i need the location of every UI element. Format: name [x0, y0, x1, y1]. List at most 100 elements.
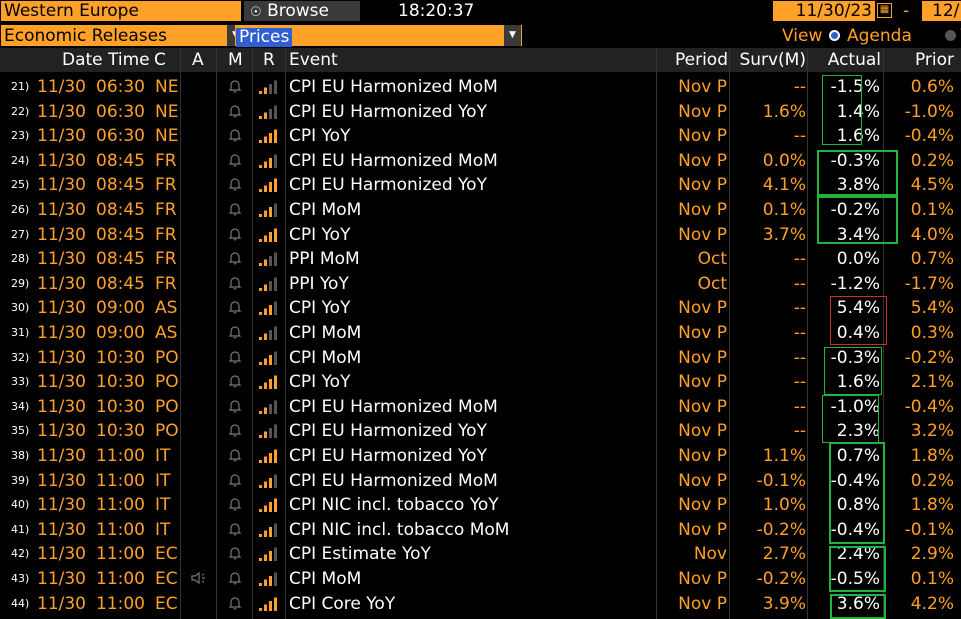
event-name[interactable]: CPI EU Harmonized MoM [289, 151, 498, 171]
row-number[interactable]: 35) [11, 424, 30, 437]
bell-icon[interactable] [228, 473, 242, 487]
col-alert[interactable]: A [192, 50, 204, 70]
col-survey[interactable]: Surv(M) [739, 50, 806, 70]
table-row[interactable]: 30) 11/30 09:00 AS CPI YoY Nov P -- 5.4% 5.4% [0, 295, 961, 319]
event-name[interactable]: CPI EU Harmonized YoY [289, 421, 487, 441]
event-name[interactable]: CPI EU Harmonized YoY [289, 175, 487, 195]
row-number[interactable]: 29) [11, 277, 30, 290]
event-name[interactable]: CPI MoM [289, 200, 362, 220]
bell-icon[interactable] [228, 423, 242, 437]
bell-icon[interactable] [228, 300, 242, 314]
event-name[interactable]: CPI MoM [289, 569, 362, 589]
table-row[interactable]: 25) 11/30 08:45 FR CPI EU Harmonized YoY Nov … [0, 172, 961, 196]
bell-icon[interactable] [228, 153, 242, 167]
event-name[interactable]: CPI YoY [289, 126, 351, 146]
weekly-radio[interactable] [945, 30, 956, 41]
table-row[interactable]: 35) 11/30 10:30 PO CPI EU Harmonized YoY Nov … [0, 418, 961, 442]
table-row[interactable]: 23) 11/30 06:30 NE CPI YoY Nov P -- 1.6% -0.4% [0, 123, 961, 147]
table-row[interactable]: 40) 11/30 11:00 IT CPI NIC incl. tobacco YoY… [0, 492, 961, 516]
row-number[interactable]: 33) [11, 375, 30, 388]
col-datetime[interactable]: Date Time [62, 50, 150, 70]
event-name[interactable]: CPI MoM [289, 348, 362, 368]
event-name[interactable]: CPI EU Harmonized MoM [289, 471, 498, 491]
event-name[interactable]: CPI YoY [289, 372, 351, 392]
bell-icon[interactable] [228, 251, 242, 265]
bell-icon[interactable] [228, 571, 242, 585]
bell-icon[interactable] [228, 227, 242, 241]
row-number[interactable]: 25) [11, 178, 30, 191]
table-row[interactable]: 29) 11/30 08:45 FR PPI YoY Oct -- -1.2% -1.7% [0, 271, 961, 295]
chevron-down-icon[interactable]: ▼ [504, 25, 521, 46]
col-country[interactable]: C [154, 50, 166, 70]
col-relevance[interactable]: R [263, 50, 275, 70]
bell-icon[interactable] [228, 448, 242, 462]
bell-icon[interactable] [228, 177, 242, 191]
table-row[interactable]: 22) 11/30 06:30 NE CPI EU Harmonized YoY Nov … [0, 99, 961, 123]
row-number[interactable]: 24) [11, 154, 30, 167]
row-number[interactable]: 41) [11, 523, 30, 536]
calendar-icon[interactable]: ▦ [877, 3, 892, 18]
bell-icon[interactable] [228, 522, 242, 536]
table-row[interactable]: 41) 11/30 11:00 IT CPI NIC incl. tobacco MoM… [0, 517, 961, 541]
table-row[interactable]: 33) 11/30 10:30 PO CPI YoY Nov P -- 1.6% 2.1% [0, 369, 961, 393]
event-name[interactable]: CPI NIC incl. tobacco MoM [289, 520, 510, 540]
row-number[interactable]: 21) [11, 80, 30, 93]
bell-icon[interactable] [228, 374, 242, 388]
row-number[interactable]: 30) [11, 301, 30, 314]
row-number[interactable]: 39) [11, 474, 30, 487]
row-number[interactable]: 31) [11, 326, 30, 339]
bell-icon[interactable] [228, 276, 242, 290]
bell-icon[interactable] [228, 497, 242, 511]
row-number[interactable]: 27) [11, 228, 30, 241]
speaker-icon[interactable] [190, 571, 208, 585]
table-row[interactable]: 34) 11/30 10:30 PO CPI EU Harmonized MoM Nov … [0, 394, 961, 418]
row-number[interactable]: 44) [11, 597, 30, 610]
bell-icon[interactable] [228, 202, 242, 216]
bell-icon[interactable] [228, 325, 242, 339]
row-number[interactable]: 26) [11, 203, 30, 216]
event-name[interactable]: CPI YoY [289, 225, 351, 245]
bell-icon[interactable] [228, 128, 242, 142]
table-row[interactable]: 38) 11/30 11:00 IT CPI EU Harmonized YoY Nov … [0, 443, 961, 467]
row-number[interactable]: 28) [11, 252, 30, 265]
bell-icon[interactable] [228, 104, 242, 118]
col-period[interactable]: Period [674, 50, 728, 70]
table-row[interactable]: 32) 11/30 10:30 PO CPI MoM Nov P -- -0.3% -0.2% [0, 345, 961, 369]
browse-button[interactable]: ☉ Browse [244, 1, 360, 21]
row-number[interactable]: 38) [11, 449, 30, 462]
row-number[interactable]: 34) [11, 400, 30, 413]
bell-icon[interactable] [228, 596, 242, 610]
bell-icon[interactable] [228, 79, 242, 93]
row-number[interactable]: 23) [11, 129, 30, 142]
event-name[interactable]: CPI NIC incl. tobacco YoY [289, 495, 499, 515]
agenda-label[interactable]: Agenda [847, 26, 912, 46]
col-event[interactable]: Event [289, 50, 338, 70]
event-name[interactable]: CPI Core YoY [289, 594, 396, 614]
table-row[interactable]: 43) 11/30 11:00 EC CPI MoM Nov P -0.2% -0.5% 0.1… [0, 566, 961, 590]
category-dropdown[interactable]: Economic Releases ▼ [1, 25, 244, 46]
start-date-field[interactable]: 11/30/23 [773, 1, 875, 21]
bell-icon[interactable] [228, 350, 242, 364]
table-row[interactable]: 24) 11/30 08:45 FR CPI EU Harmonized MoM Nov … [0, 148, 961, 172]
event-name[interactable]: CPI EU Harmonized YoY [289, 446, 487, 466]
table-row[interactable]: 42) 11/30 11:00 EC CPI Estimate YoY Nov 2.7% 2.… [0, 541, 961, 565]
event-name[interactable]: CPI YoY [289, 298, 351, 318]
event-name[interactable]: CPI EU Harmonized YoY [289, 102, 487, 122]
event-name[interactable]: PPI YoY [289, 274, 349, 294]
agenda-radio[interactable] [829, 30, 840, 41]
table-row[interactable]: 21) 11/30 06:30 NE CPI EU Harmonized MoM Nov … [0, 74, 961, 98]
row-number[interactable]: 43) [11, 572, 30, 585]
table-row[interactable]: 39) 11/30 11:00 IT CPI EU Harmonized MoM Nov … [0, 468, 961, 492]
row-number[interactable]: 40) [11, 498, 30, 511]
table-row[interactable]: 31) 11/30 09:00 AS CPI MoM Nov P -- 0.4% 0.3% [0, 320, 961, 344]
row-number[interactable]: 22) [11, 105, 30, 118]
col-actual[interactable]: Actual [827, 50, 881, 70]
table-row[interactable]: 44) 11/30 11:00 EC CPI Core YoY Nov P 3.9% 3.6%… [0, 591, 961, 615]
subcategory-dropdown[interactable]: Prices ▼ [235, 25, 522, 47]
bell-icon[interactable] [228, 546, 242, 560]
row-number[interactable]: 32) [11, 351, 30, 364]
end-date-field[interactable]: 12/ [922, 1, 961, 21]
col-prior[interactable]: Prior [914, 50, 954, 70]
col-market[interactable]: M [228, 50, 243, 70]
event-name[interactable]: CPI MoM [289, 323, 362, 343]
